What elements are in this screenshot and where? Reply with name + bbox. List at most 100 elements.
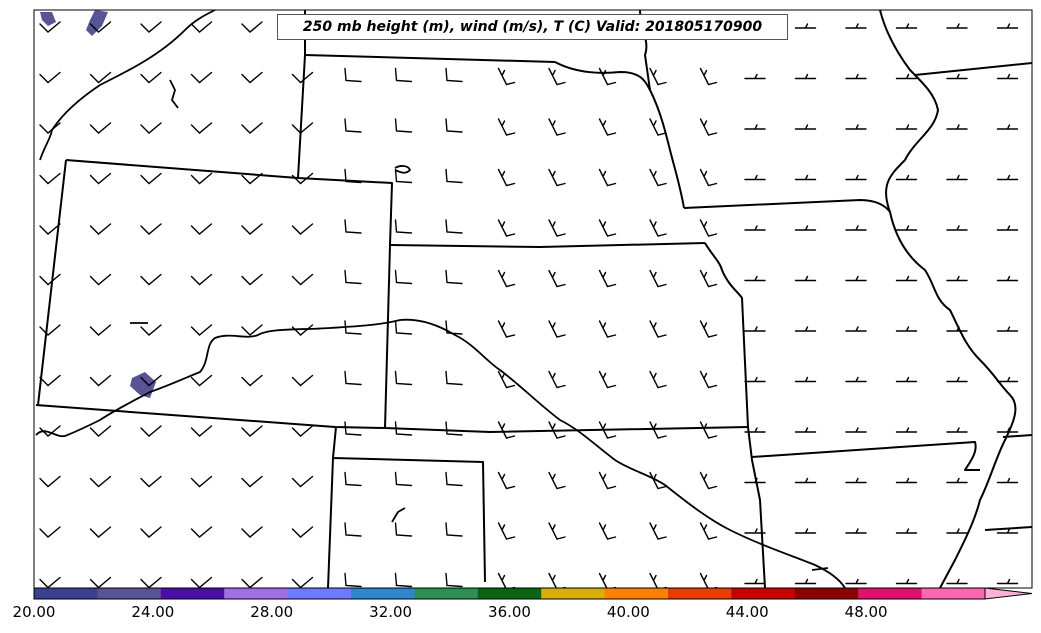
boundary-line xyxy=(384,426,749,433)
wind-barb xyxy=(649,67,667,86)
wind-barb xyxy=(794,326,817,332)
wind-barb xyxy=(89,172,112,185)
wind-barb xyxy=(291,172,314,185)
wind-barb xyxy=(548,370,566,389)
wind-barb xyxy=(394,522,413,537)
wind-barb xyxy=(241,324,263,336)
wind-barb xyxy=(649,168,667,187)
wind-barb xyxy=(190,475,213,488)
wind-barb xyxy=(291,71,314,84)
wind-barb xyxy=(39,71,61,84)
colorbar-bin xyxy=(414,588,479,599)
wind-barb xyxy=(548,168,566,187)
wind-barb xyxy=(845,73,867,80)
wind-barb xyxy=(241,475,263,488)
wind-barb xyxy=(598,67,617,86)
wind-barbs xyxy=(39,17,1019,591)
wind-barb xyxy=(996,124,1019,130)
wind-barb xyxy=(946,578,968,585)
boundary-line xyxy=(914,62,1033,76)
wind-barb xyxy=(895,23,918,29)
wind-barb xyxy=(497,370,516,389)
wind-barb xyxy=(344,471,362,487)
wind-barb xyxy=(744,174,766,181)
wind-barb xyxy=(699,67,718,86)
wind-barb xyxy=(497,320,516,338)
wind-barb xyxy=(190,526,213,538)
wind-barb xyxy=(394,320,413,335)
wind-barb xyxy=(497,421,516,439)
wind-barb xyxy=(649,370,667,389)
wind-barb xyxy=(140,172,162,185)
wind-barb xyxy=(946,23,968,29)
wind-barb xyxy=(845,427,867,433)
wind-barb xyxy=(344,219,362,234)
wind-barb xyxy=(291,122,314,134)
wind-barb xyxy=(445,320,463,335)
wind-barb xyxy=(699,118,718,136)
wind-barb xyxy=(946,225,968,231)
wind-barb xyxy=(89,425,112,437)
wind-barb xyxy=(344,572,362,588)
wind-barb xyxy=(190,374,213,387)
wind-barb xyxy=(649,118,667,136)
boundary-line xyxy=(751,441,980,471)
wind-barb xyxy=(744,376,766,383)
colorbar-bin xyxy=(921,588,986,599)
colorbar-bin xyxy=(794,588,859,599)
wind-barb xyxy=(497,168,516,187)
colorbar-tick-label: 28.00 xyxy=(250,603,294,621)
wind-barb xyxy=(946,427,968,433)
wind-barb xyxy=(140,374,162,387)
wind-barb xyxy=(39,526,61,538)
wind-barb xyxy=(39,324,61,336)
wind-barb xyxy=(89,273,112,286)
wind-barb xyxy=(89,475,112,488)
boundary-line xyxy=(389,242,706,248)
wind-barb xyxy=(241,374,263,387)
wind-barb xyxy=(394,471,413,487)
wind-barb xyxy=(445,168,463,184)
wind-barb xyxy=(140,122,162,134)
river-line xyxy=(169,79,179,109)
wind-barb xyxy=(394,67,413,83)
wind-barb xyxy=(241,526,263,538)
wind-barb xyxy=(895,427,918,433)
wind-barb xyxy=(699,522,718,540)
wind-barb xyxy=(39,122,61,134)
wind-barb xyxy=(89,21,112,33)
colorbar-bin xyxy=(541,588,606,599)
wind-barb xyxy=(291,475,314,488)
wind-barb xyxy=(895,225,918,231)
wind-barb xyxy=(996,578,1019,585)
map-title: 250 mb height (m), wind (m/s), T (C) Val… xyxy=(277,14,788,40)
wind-barb xyxy=(190,21,213,33)
wind-barb xyxy=(895,275,918,282)
colorbar-bin xyxy=(351,588,415,599)
wind-barb xyxy=(996,326,1019,332)
wind-barb xyxy=(140,71,162,84)
wind-barb xyxy=(649,421,667,439)
boundary-line xyxy=(984,526,1033,531)
river-line xyxy=(35,318,846,589)
wind-barb xyxy=(946,124,968,130)
wind-barb xyxy=(497,471,516,490)
wind-barb xyxy=(190,273,213,286)
wind-barb xyxy=(598,269,617,288)
wind-barb xyxy=(39,21,61,33)
wind-barb xyxy=(445,421,463,436)
river-line xyxy=(811,567,829,571)
river-line xyxy=(391,507,406,523)
wind-barb xyxy=(794,275,817,282)
wind-barb xyxy=(996,275,1019,282)
wind-barb xyxy=(845,477,867,484)
wind-barb xyxy=(140,223,162,235)
wind-barb xyxy=(996,528,1019,534)
wind-barb xyxy=(394,572,413,588)
wind-barb xyxy=(895,73,918,80)
wind-barb xyxy=(548,118,566,136)
wind-barb xyxy=(140,21,162,33)
boundary-line xyxy=(65,159,393,246)
wind-barb xyxy=(140,324,162,336)
boundary-line xyxy=(297,54,306,179)
